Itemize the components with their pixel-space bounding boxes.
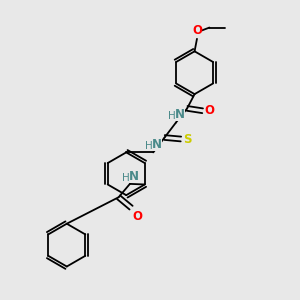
Text: O: O bbox=[192, 24, 202, 37]
Text: N: N bbox=[129, 170, 139, 183]
Text: N: N bbox=[175, 109, 185, 122]
Text: H: H bbox=[122, 173, 129, 183]
Text: H: H bbox=[167, 112, 175, 122]
Text: N: N bbox=[152, 138, 162, 151]
Text: O: O bbox=[132, 210, 142, 223]
Text: S: S bbox=[183, 133, 191, 146]
Text: H: H bbox=[145, 141, 153, 151]
Text: O: O bbox=[205, 104, 215, 117]
